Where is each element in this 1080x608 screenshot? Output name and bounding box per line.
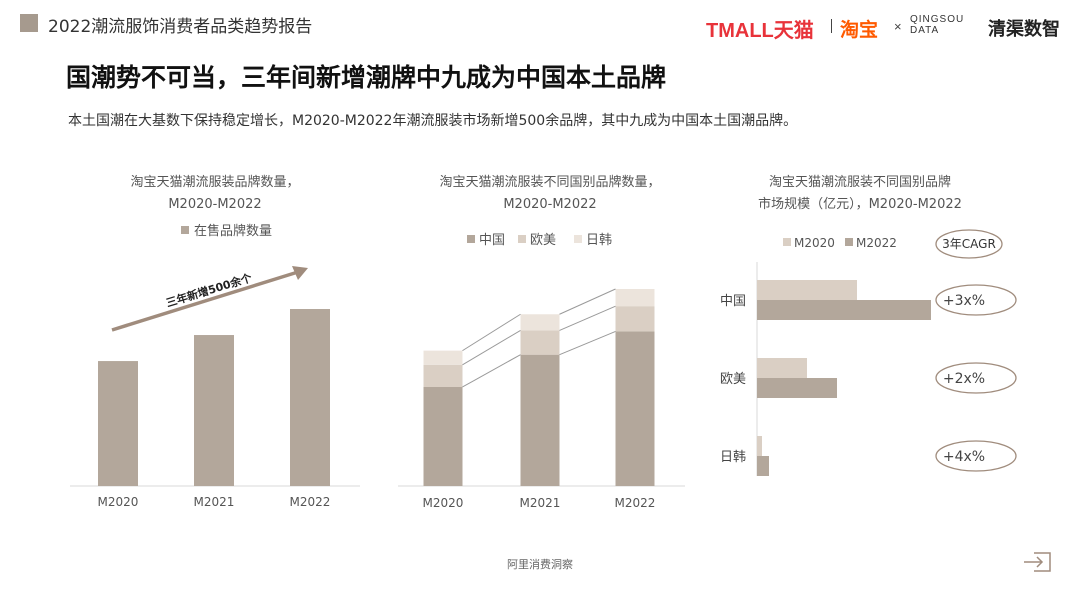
chart3-legend-swatch — [845, 238, 853, 246]
chart3-title: 淘宝天猫潮流服装不同国别品牌 市场规模（亿元），M2020-M2022 — [730, 172, 990, 216]
chart2-x-tick: M2021 — [520, 496, 561, 510]
chart3-bar — [757, 280, 857, 300]
report-title: 2022潮流服饰消费者品类趋势报告 — [48, 17, 313, 37]
chart2-legend-label: 日韩 — [586, 233, 612, 248]
chart2-x-tick: M2022 — [615, 496, 656, 510]
chart1-x-tick: M2020 — [98, 495, 139, 509]
chart3-y-tick: 中国 — [720, 294, 746, 309]
chart2-bar-segment — [615, 331, 655, 486]
chart2-title: 淘宝天猫潮流服装不同国别品牌数量， M2020-M2022 — [410, 172, 690, 216]
chart1-trend-arrow-head — [292, 266, 308, 280]
chart1-legend-label: 在售品牌数量 — [194, 223, 272, 239]
chart1-title-line1: 淘宝天猫潮流服装品牌数量， — [130, 175, 300, 190]
chart1-bar — [98, 361, 138, 486]
chart2-connector-line — [462, 313, 521, 352]
chart3-bar — [757, 436, 762, 456]
chart2-connector-line — [559, 305, 616, 331]
chart2-title-line2: M2020-M2022 — [503, 197, 597, 212]
chart1-title: 淘宝天猫潮流服装品牌数量， M2020-M2022 — [90, 172, 340, 216]
chart3-cagr-label: +3x% — [943, 293, 985, 309]
footer-source: 阿里消费洞察 — [507, 558, 573, 571]
chart2-connector-line — [559, 288, 616, 315]
chart3-y-tick: 日韩 — [720, 450, 746, 465]
chart2-bar-segment — [615, 289, 655, 307]
chart2-x-tick: M2020 — [423, 496, 464, 510]
chart2-connector-line — [462, 329, 521, 366]
chart2-connector-line — [462, 354, 521, 388]
qingsou-logo: QINGSOU DATA — [910, 14, 965, 36]
logo-divider — [831, 19, 832, 33]
chart3-cagr-label: +2x% — [943, 371, 985, 387]
chart2-bar-segment — [423, 350, 463, 365]
chart2-legend-label: 中国 — [479, 233, 505, 248]
chart3-legend-label: M2022 — [856, 236, 897, 250]
chart3-cagr-ellipse — [935, 284, 1017, 316]
chart3-cagr-header: 3年CAGR — [942, 237, 996, 251]
chart3-cagr-label: +4x% — [943, 449, 985, 465]
chart3-y-tick: 欧美 — [720, 372, 746, 387]
chart3-cagr-ellipse — [935, 362, 1017, 394]
chart3-bar — [757, 300, 931, 320]
chart3-bar — [757, 378, 837, 398]
qingqu-logo: 清渠数智 — [988, 19, 1060, 39]
chart2-bar-segment — [615, 306, 655, 332]
page-title: 国潮势不可当，三年间新增潮牌中九成为中国本土品牌 — [66, 63, 667, 92]
taobao-logo: 淘宝 — [840, 20, 879, 41]
page-subtitle: 本土国潮在大基数下保持稳定增长，M2020-M2022年潮流服装市场新增500余… — [68, 113, 798, 129]
chart3-legend-label: M2020 — [794, 236, 835, 250]
logo-cross: × — [894, 19, 902, 34]
chart1-legend-swatch — [181, 226, 189, 234]
chart3-cagr-ellipse — [935, 440, 1017, 472]
chart1-bar — [194, 335, 234, 486]
chart2-bar-segment — [520, 330, 560, 355]
chart3-legend-swatch — [783, 238, 791, 246]
chart3-title-line1: 淘宝天猫潮流服装不同国别品牌 — [768, 175, 951, 190]
chart3-bar — [757, 456, 769, 476]
chart1-trend-arrow-line — [111, 270, 299, 332]
chart2-legend-swatch — [574, 235, 582, 243]
chart1-title-line2: M2020-M2022 — [168, 197, 262, 212]
chart2-legend-label: 欧美 — [530, 233, 556, 248]
chart1-bar — [290, 309, 330, 486]
tmall-logo: TMALL天猫 — [706, 20, 814, 42]
chart1-x-tick: M2022 — [290, 495, 331, 509]
chart3-bar — [757, 358, 807, 378]
chart2-legend-swatch — [518, 235, 526, 243]
chart2-title-line1: 淘宝天猫潮流服装不同国别品牌数量， — [439, 175, 661, 190]
chart2-legend-swatch — [467, 235, 475, 243]
chart2-connector-line — [559, 330, 616, 356]
chart2-bar-segment — [520, 354, 560, 486]
chart3-title-line2: 市场规模（亿元），M2020-M2022 — [758, 197, 962, 212]
chart2-bar-segment — [423, 386, 463, 486]
header-accent-square — [20, 14, 38, 32]
chart2-bar-segment — [423, 364, 463, 387]
next-page-icon[interactable] — [1020, 548, 1056, 576]
chart2-bar-segment — [520, 314, 560, 331]
chart1-x-tick: M2021 — [194, 495, 235, 509]
chart3-cagr-header-ellipse — [935, 229, 1003, 259]
